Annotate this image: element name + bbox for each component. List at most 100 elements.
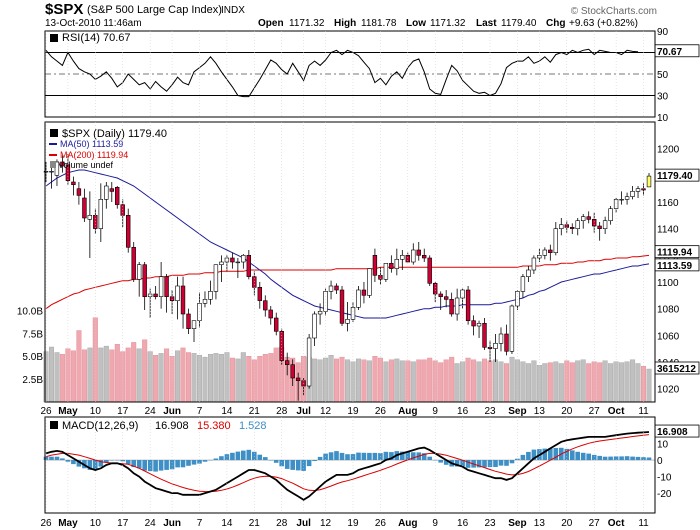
x-tick-label: 10 <box>90 518 102 529</box>
volume-bar <box>476 361 482 403</box>
volume-bar <box>213 353 219 403</box>
candle-body <box>569 227 575 229</box>
volume-bar <box>608 363 614 403</box>
price-tick-label: 1200 <box>657 145 680 156</box>
rsi-tick-label: 10 <box>657 113 669 124</box>
candle-body <box>597 225 602 230</box>
macd-histogram-bar <box>120 460 125 462</box>
x-tick-label: 26 <box>375 406 387 417</box>
volume-bar <box>153 355 159 403</box>
volume-bar <box>185 352 191 403</box>
ma50-legend: MA(50) 1113.59 <box>60 139 123 149</box>
volume-bar <box>630 359 636 403</box>
volume-bar <box>542 363 548 403</box>
candle-body <box>400 255 405 260</box>
macd-panel: 10 0 -10 -20 16.908 <box>43 424 700 501</box>
price-tick-label: 1080 <box>657 305 680 316</box>
volume-bar <box>202 356 208 403</box>
chg-value: +9.63 (+0.82%) <box>569 18 638 29</box>
candle-body <box>465 289 471 322</box>
x-tick-label: Oct <box>608 518 625 529</box>
candle-body <box>405 255 410 263</box>
x-tick-label: 17 <box>117 406 129 417</box>
macd-histogram-bar <box>257 454 263 460</box>
macd-histogram-bar <box>328 452 334 461</box>
macd-histogram-bar <box>389 452 394 460</box>
volume-bar <box>240 352 246 403</box>
candle-body <box>559 224 564 229</box>
volume-bar <box>493 359 499 403</box>
candle-body <box>49 171 54 173</box>
candle-body <box>279 330 284 361</box>
macd-histogram-bar <box>564 448 570 460</box>
x-tick-label: May <box>58 406 78 417</box>
volume-bar <box>580 359 586 403</box>
candle-body <box>564 224 570 228</box>
volume-bar <box>443 359 449 403</box>
candle-body <box>504 333 509 352</box>
candle-body <box>82 197 87 219</box>
macd-histogram-bar <box>290 460 295 470</box>
macd-histogram-bar <box>191 460 197 465</box>
volume-bar <box>646 368 652 403</box>
macd-histogram-bar <box>158 460 164 471</box>
x-tick-label: Jul <box>296 518 311 529</box>
macd-legend-hist: 1.528 <box>239 420 267 432</box>
volume-bar <box>328 355 334 403</box>
macd-histogram-bar <box>635 456 641 460</box>
macd-histogram-bar <box>465 460 471 468</box>
candle-body <box>421 255 427 259</box>
symbol-title: $SPX <box>45 1 83 18</box>
candle-body <box>476 322 482 327</box>
price-tick-label: 1060 <box>657 331 680 342</box>
macd-histogram-bar <box>208 459 213 461</box>
candle-body <box>454 297 460 315</box>
macd-histogram-bar <box>509 460 515 464</box>
x-tick-label: 26 <box>375 518 387 529</box>
price-frame <box>44 121 656 403</box>
macd-histogram-bar <box>219 456 224 460</box>
volume-bar <box>131 342 137 403</box>
volume-bar <box>383 361 389 403</box>
high-value: 1181.78 <box>361 18 397 29</box>
volume-bar <box>597 362 603 403</box>
macd-histogram-bar <box>504 460 509 466</box>
candle-body <box>635 188 641 192</box>
macd-histogram-bar <box>602 456 608 460</box>
volume-bar <box>136 348 142 403</box>
volume-tick-label: 7.5B <box>22 329 43 340</box>
volume-bar <box>558 363 564 403</box>
x-tick-label: 13 <box>534 406 546 417</box>
macd-line <box>45 431 650 501</box>
macd-histogram-bar <box>542 448 548 460</box>
volume-bar <box>482 358 488 403</box>
candle-body <box>241 255 246 263</box>
last-label: Last <box>476 18 497 29</box>
macd-histogram-bar <box>98 460 104 467</box>
candle-body <box>153 293 158 298</box>
macd-histogram-bar <box>570 450 575 460</box>
macd-histogram-bar <box>646 457 652 460</box>
volume-bar <box>509 356 515 403</box>
macd-histogram-bar <box>131 460 136 468</box>
candle-body <box>235 261 240 264</box>
macd-histogram-bar <box>197 460 202 464</box>
rsi-legend-swatch <box>50 34 58 42</box>
chart-date: 13-Oct-2010 11:46am <box>45 18 142 29</box>
candle-body <box>169 296 175 302</box>
price-tick-label: 1160 <box>657 198 679 209</box>
volume-bar <box>520 361 526 403</box>
macd-histogram-bar <box>432 460 438 461</box>
x-tick-label: 9 <box>432 406 438 417</box>
macd-histogram-bar <box>175 460 180 468</box>
volume-bar <box>262 354 268 403</box>
macd-histogram-bar <box>487 460 493 468</box>
volume-bar <box>103 345 109 403</box>
x-tick-label: 26 <box>40 406 52 417</box>
x-tick-label: 19 <box>347 406 359 417</box>
macd-histogram-bar <box>180 460 186 468</box>
macd-histogram-bar <box>421 453 427 460</box>
macd-histogram-bar <box>482 460 487 468</box>
candle-body <box>372 255 378 276</box>
x-tick-label: 10 <box>90 406 102 417</box>
